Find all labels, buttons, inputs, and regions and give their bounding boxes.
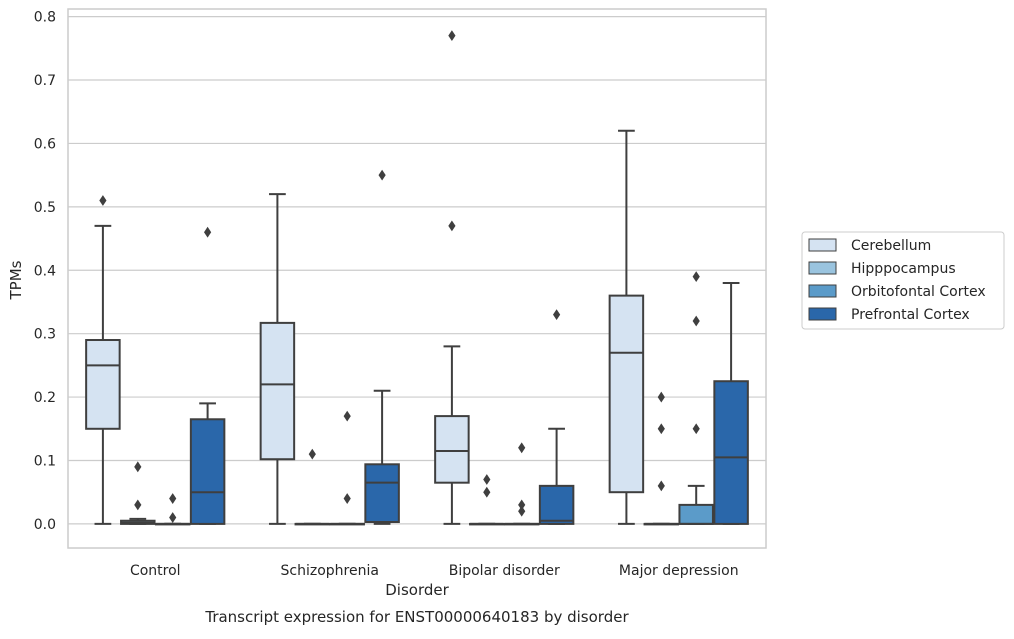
outlier-point xyxy=(692,423,700,435)
x-tick-label: Schizophrenia xyxy=(281,563,379,579)
box-iqr xyxy=(678,503,714,525)
x-tick-label: Control xyxy=(130,563,181,579)
box-group xyxy=(329,410,365,526)
outlier-point xyxy=(169,493,177,504)
outlier-point xyxy=(518,442,526,454)
outlier-point xyxy=(448,220,456,232)
box-iqr xyxy=(189,418,226,525)
box-group xyxy=(364,169,400,525)
outlier-point xyxy=(657,423,665,435)
outlier-point xyxy=(692,271,700,282)
box-group xyxy=(189,226,226,525)
box-group xyxy=(538,309,575,525)
outlier-point xyxy=(448,30,456,42)
legend-label: Hipppocampus xyxy=(851,261,956,277)
box-group xyxy=(120,461,156,525)
legend: Cerebellum Hipppocampus Orbitofontal Corte… xyxy=(801,231,1005,330)
outlier-point xyxy=(134,461,142,473)
box-group xyxy=(469,474,505,526)
legend-swatch xyxy=(808,307,837,321)
outlier-point xyxy=(518,499,526,511)
x-axis-label: Disorder xyxy=(385,581,449,599)
outlier-point xyxy=(343,493,351,504)
box-iqr xyxy=(608,294,645,494)
y-tick-label: 0.0 xyxy=(34,517,56,533)
x-tick-labels: Control Schizophrenia Bipolar disorder Majo… xyxy=(130,563,739,579)
y-tick-label: 0.4 xyxy=(34,263,56,279)
box-group xyxy=(608,129,645,525)
outlier-point xyxy=(657,391,665,403)
outlier-point xyxy=(483,474,491,485)
x-tick-label: Bipolar disorder xyxy=(449,563,560,579)
outlier-point xyxy=(518,505,526,517)
y-tick-label: 0.1 xyxy=(34,453,56,469)
outlier-point xyxy=(308,448,316,460)
outlier-point xyxy=(657,480,665,492)
y-tick-label: 0.5 xyxy=(34,200,56,216)
box-group xyxy=(85,195,121,525)
legend-swatch xyxy=(808,261,837,275)
x-tick-label: Major depression xyxy=(619,563,739,579)
y-tick-label: 0.6 xyxy=(34,136,56,152)
box-iqr xyxy=(713,380,749,525)
legend-items: Cerebellum Hipppocampus Orbitofontal Corte… xyxy=(808,238,986,323)
outlier-point xyxy=(483,486,491,498)
legend-label: Cerebellum xyxy=(851,238,931,254)
box-group xyxy=(503,442,540,526)
plot-frame xyxy=(67,8,767,549)
legend-swatch xyxy=(808,238,837,252)
y-tick-label: 0.7 xyxy=(34,73,56,89)
chart-title: Transcript expression for ENST0000064018… xyxy=(204,608,629,626)
box-iqr xyxy=(434,415,470,484)
legend-label: Orbitofontal Cortex xyxy=(851,284,986,300)
box-iqr xyxy=(85,339,121,430)
y-tick-label: 0.8 xyxy=(34,10,56,26)
y-axis-label: TPMs xyxy=(7,260,25,300)
box-layer xyxy=(85,30,749,526)
box-group xyxy=(643,391,680,526)
outlier-point xyxy=(169,512,177,523)
box-group xyxy=(713,281,749,525)
box-group xyxy=(434,30,470,525)
legend-label: Prefrontal Cortex xyxy=(851,307,970,323)
outlier-point xyxy=(99,195,107,206)
y-tick-labels: 0.0 0.1 0.2 0.3 0.4 0.5 0.6 0.7 0.8 xyxy=(34,10,56,533)
outlier-point xyxy=(553,309,561,321)
outlier-point xyxy=(343,410,351,422)
box-iqr xyxy=(364,463,400,524)
box-iqr xyxy=(538,484,575,525)
box-iqr xyxy=(259,321,296,461)
outlier-point xyxy=(378,169,386,181)
legend-swatch xyxy=(808,284,837,298)
y-tick-label: 0.3 xyxy=(34,327,56,343)
box-group xyxy=(294,448,331,526)
grid-layer xyxy=(68,16,766,525)
outlier-point xyxy=(204,226,212,238)
outlier-point xyxy=(692,315,700,327)
box-group xyxy=(678,271,714,525)
box-group xyxy=(259,193,296,525)
outlier-point xyxy=(134,499,142,511)
y-tick-label: 0.2 xyxy=(34,390,56,406)
box-group xyxy=(154,493,191,526)
legend-frame xyxy=(801,231,1005,330)
